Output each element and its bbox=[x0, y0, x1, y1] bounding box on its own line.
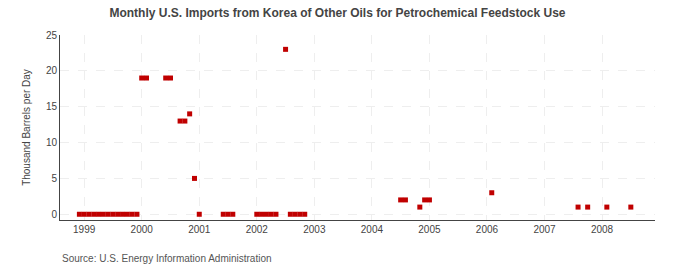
svg-text:Monthly U.S. Imports from Kore: Monthly U.S. Imports from Korea of Other… bbox=[109, 6, 565, 20]
svg-text:2000: 2000 bbox=[131, 224, 154, 235]
svg-text:2006: 2006 bbox=[476, 224, 499, 235]
svg-text:2008: 2008 bbox=[591, 224, 614, 235]
svg-text:15: 15 bbox=[46, 101, 58, 112]
svg-text:20: 20 bbox=[46, 65, 58, 76]
svg-text:5: 5 bbox=[51, 173, 57, 184]
svg-text:2005: 2005 bbox=[418, 224, 441, 235]
svg-text:2007: 2007 bbox=[533, 224, 556, 235]
svg-text:Source: U.S. Energy Informatio: Source: U.S. Energy Information Administ… bbox=[62, 253, 272, 264]
svg-text:2003: 2003 bbox=[303, 224, 326, 235]
svg-text:Thousand Barrels per Day: Thousand Barrels per Day bbox=[21, 69, 32, 186]
svg-text:2001: 2001 bbox=[188, 224, 211, 235]
svg-text:25: 25 bbox=[46, 30, 58, 41]
svg-text:2004: 2004 bbox=[361, 224, 384, 235]
svg-text:10: 10 bbox=[46, 137, 58, 148]
svg-text:2002: 2002 bbox=[246, 224, 269, 235]
svg-text:0: 0 bbox=[51, 209, 57, 220]
svg-text:1999: 1999 bbox=[73, 224, 96, 235]
